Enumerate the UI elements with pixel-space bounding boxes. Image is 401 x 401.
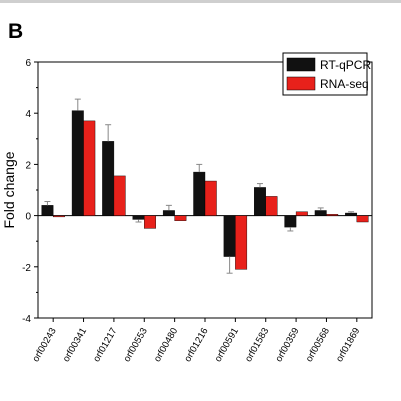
bar-rna-seq	[83, 120, 96, 216]
bar-rna-seq	[52, 215, 65, 218]
error-bars-group	[44, 98, 355, 274]
bar-rna-seq	[356, 215, 369, 223]
legend: RT-qPCR RNA-seq	[282, 52, 371, 96]
bar-rna-seq	[144, 215, 156, 229]
y-tick-label: 6	[25, 58, 31, 69]
bar-rt-qpcr	[223, 215, 236, 257]
top-divider	[0, 0, 401, 3]
panel-label: B	[8, 20, 24, 43]
y-tick-label: 2	[25, 160, 31, 171]
bar-rt-qpcr	[284, 215, 297, 228]
bar-rt-qpcr	[345, 212, 358, 216]
legend-swatch	[286, 76, 316, 91]
bar-rt-qpcr	[254, 187, 266, 216]
x-tick-label: orf00480	[152, 326, 180, 364]
y-tick-label: -2	[22, 263, 31, 274]
x-tick-label: orf01216	[182, 326, 210, 364]
x-tick-label: orf01583	[243, 326, 271, 364]
bar-rna-seq	[295, 211, 308, 216]
x-tick-label: orf01869	[334, 326, 362, 364]
bar-rna-seq	[204, 180, 217, 216]
bar-rt-qpcr	[102, 141, 115, 216]
y-axis-label: Fold change	[1, 151, 17, 228]
x-tick-label: orf00243	[30, 326, 58, 364]
y-tick-label: 0	[25, 212, 31, 223]
bar-rt-qpcr	[71, 110, 84, 216]
legend-label: RT-qPCR	[320, 58, 371, 72]
bar-rt-qpcr	[41, 205, 54, 216]
x-axis: orf00243 orf00341 orf01217 orf00553 orf00480…	[30, 318, 362, 364]
y-tick-label: -4	[22, 314, 31, 325]
x-tick-label: orf00341	[61, 326, 89, 364]
bar-rna-seq	[326, 214, 339, 216]
y-axis: -4 -2 0 2 4 6	[22, 58, 38, 325]
x-tick-label: orf00568	[304, 326, 332, 364]
bar-rna-seq	[174, 215, 187, 221]
bar-rt-qpcr	[162, 210, 175, 216]
bar-rna-seq	[113, 175, 126, 216]
x-tick-label: orf01217	[91, 326, 119, 364]
bar-rna-seq	[265, 196, 278, 216]
x-tick-label: orf00591	[213, 326, 241, 364]
x-tick-label: orf00359	[273, 326, 301, 364]
legend-label: RNA-seq	[320, 77, 369, 91]
legend-swatch	[286, 57, 316, 72]
bar-rt-qpcr	[132, 215, 145, 220]
bar-rna-seq	[235, 215, 248, 270]
x-tick-label: orf00553	[122, 326, 150, 364]
bar-rt-qpcr	[193, 171, 206, 216]
y-tick-label: 4	[25, 109, 31, 120]
bars-group	[41, 110, 369, 270]
bar-rt-qpcr	[314, 210, 327, 216]
